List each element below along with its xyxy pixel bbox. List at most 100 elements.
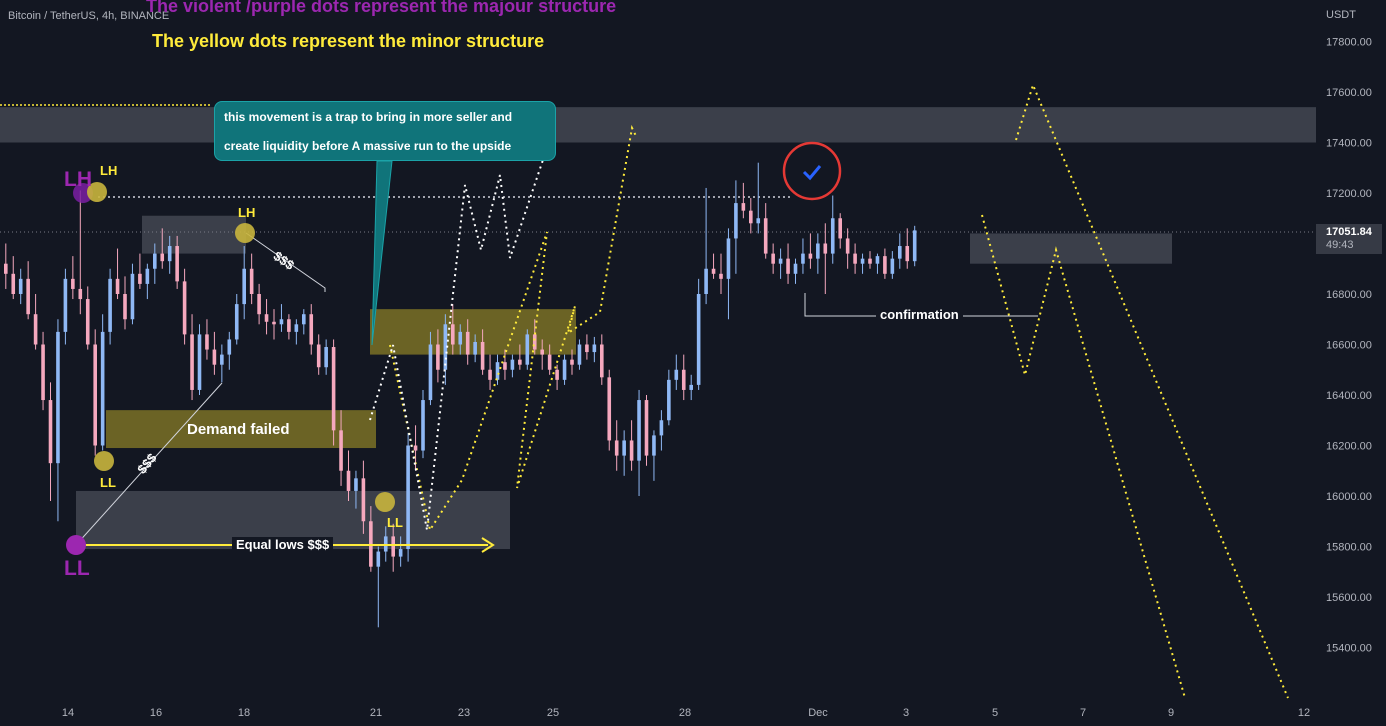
candle-body [711, 268, 716, 274]
price-tick-label: 16600.00 [1326, 340, 1372, 352]
candle-body [912, 230, 917, 262]
zone-mid-supply [370, 309, 576, 355]
zone-top-supply [0, 107, 1316, 143]
candle-body [302, 314, 306, 325]
candle-body [354, 478, 358, 491]
candle-body [242, 268, 246, 305]
candle-body [547, 354, 552, 370]
candle-body [190, 334, 194, 390]
minor-lh-dot-2 [235, 223, 255, 243]
candle-body [212, 349, 217, 365]
candle-body [100, 331, 105, 446]
candle-body [473, 341, 477, 355]
minor-ll-label-2: LL [387, 515, 403, 530]
candle-body [637, 400, 641, 461]
levels-layer [0, 104, 1316, 233]
time-tick-label: 28 [679, 707, 691, 719]
price-tick-label: 16200.00 [1326, 441, 1372, 453]
candle-body [93, 344, 97, 446]
candle-body [793, 263, 798, 274]
time-tick-label: 5 [992, 707, 998, 719]
candle-body [324, 347, 328, 368]
candle-body [167, 246, 172, 262]
candle-body [339, 430, 343, 471]
zones-layer [0, 107, 1316, 550]
price-tick-label: 17800.00 [1326, 37, 1372, 49]
candle-body [346, 470, 351, 491]
candle-body [138, 273, 142, 284]
time-tick-label: 18 [238, 707, 250, 719]
candle-body [629, 440, 634, 461]
candle-body [644, 400, 649, 456]
price-tick-label: 16400.00 [1326, 390, 1372, 402]
time-tick-label: Dec [808, 707, 828, 719]
minor-lh-label-2: LH [238, 205, 256, 220]
candle-body [398, 549, 403, 557]
lh-liquidity-line [245, 232, 326, 292]
candle-body [369, 521, 373, 567]
candle-body [838, 218, 842, 239]
candle-body [659, 420, 664, 436]
candle-body [823, 243, 828, 254]
candle-body [704, 268, 708, 294]
candle-body [71, 278, 75, 289]
candle-body [309, 314, 314, 345]
major-lh-label: LH [64, 168, 92, 191]
candle-body [443, 324, 448, 370]
candle-body [160, 253, 165, 262]
candle-body [749, 210, 753, 224]
candle-body [234, 304, 239, 340]
candle-body [413, 445, 418, 451]
candle-body [406, 445, 410, 550]
candle-body [48, 400, 53, 464]
candle-body [383, 536, 388, 552]
candle-body [376, 551, 381, 567]
candle-body [465, 331, 470, 355]
price-tick-label: 16000.00 [1326, 491, 1372, 503]
candle-body [488, 369, 492, 380]
price-tick-label: 16800.00 [1326, 289, 1372, 301]
candle-body [689, 384, 693, 390]
candle-body [681, 369, 686, 390]
candle-body [875, 256, 880, 264]
candle-body [555, 369, 559, 380]
minor-structure-note: The yellow dots represent the minor stru… [152, 31, 545, 51]
candle-body [205, 334, 209, 350]
candle-body [264, 314, 269, 322]
time-tick-label: 25 [547, 707, 559, 719]
price-tick-label: 17400.00 [1326, 138, 1372, 150]
candle-body [26, 278, 30, 315]
candle-body [175, 246, 179, 282]
candle-body [436, 344, 440, 370]
drawings-layer [66, 82, 1289, 699]
confirmation-label: confirmation [876, 307, 963, 322]
zone-left-supply [142, 215, 246, 254]
candle-body [41, 344, 45, 401]
candle-body [33, 314, 38, 345]
price-tick-label: 15800.00 [1326, 542, 1372, 554]
minor-lh-label-1: LH [100, 163, 118, 178]
candle-body [78, 288, 83, 300]
candle-body [808, 253, 813, 259]
candle-body [123, 294, 127, 320]
candle-body [540, 349, 544, 355]
candle-body [719, 273, 723, 279]
candle-body [845, 238, 850, 254]
candle-body [451, 324, 455, 345]
candle-body [763, 218, 768, 254]
right-projection-path-a [981, 214, 1186, 699]
major-ll-label: LL [64, 557, 90, 580]
symbol-label: Bitcoin / TetherUS, 4h, BINANCE [8, 10, 170, 22]
candle-body [562, 359, 567, 380]
candle-body [667, 379, 671, 421]
time-tick-label: 7 [1080, 707, 1086, 719]
time-tick-label: 16 [150, 707, 162, 719]
candle-body [249, 268, 254, 294]
current-price-tag: 17051.84 49:43 [1316, 224, 1382, 254]
candle-body [830, 218, 835, 254]
candle-body [279, 319, 284, 325]
candle-body [361, 478, 366, 522]
candle-body [108, 278, 112, 332]
candle-body [868, 258, 872, 264]
